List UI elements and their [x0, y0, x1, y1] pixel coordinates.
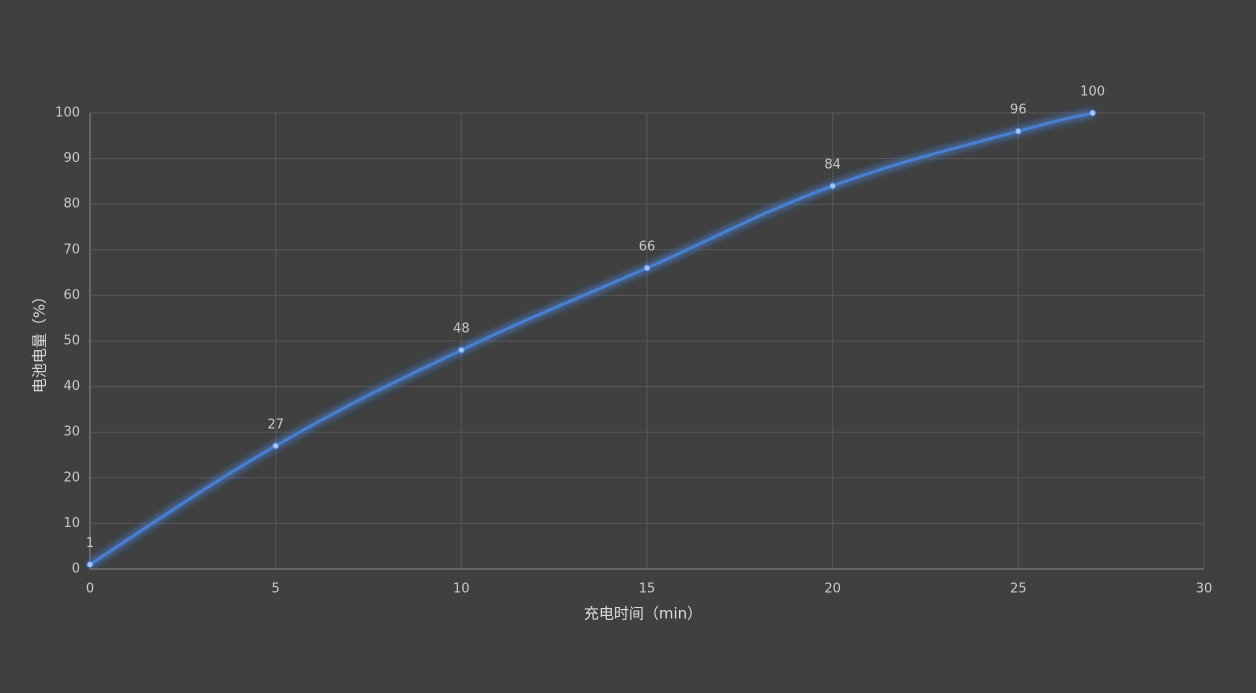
x-tick-label: 5	[272, 582, 280, 597]
y-tick-label: 50	[63, 334, 80, 349]
y-tick-label: 80	[63, 197, 80, 212]
data-label: 27	[267, 417, 284, 432]
point	[272, 442, 280, 450]
data-label: 96	[1010, 103, 1027, 118]
x-tick-label: 10	[453, 582, 470, 597]
y-tick-label: 60	[63, 288, 80, 303]
y-tick-label: 20	[63, 470, 80, 485]
x-tick-label: 30	[1196, 582, 1213, 597]
point	[457, 346, 465, 354]
x-axis-title: 充电时间（min）	[584, 605, 702, 623]
y-tick-label: 40	[63, 379, 80, 394]
y-tick-label: 90	[63, 151, 80, 166]
data-label: 1	[86, 536, 94, 551]
x-tick-label: 0	[86, 582, 94, 597]
data-label: 66	[639, 240, 656, 255]
line	[89, 111, 1093, 566]
data-label: 48	[453, 322, 470, 337]
y-tick-label: 100	[55, 106, 80, 121]
point	[829, 182, 837, 190]
y-tick-label: 70	[63, 242, 80, 257]
y-tick-label: 10	[63, 516, 80, 531]
point	[643, 264, 651, 272]
point	[86, 560, 94, 568]
x-tick-label: 15	[639, 582, 656, 597]
x-tick-label: 25	[1010, 582, 1027, 597]
x-tick-label: 20	[824, 582, 841, 597]
point	[1014, 127, 1022, 135]
data-label: 100	[1080, 85, 1105, 100]
y-axis-title: 电池电量（%）	[31, 289, 49, 393]
point	[1089, 109, 1097, 117]
y-tick-label: 0	[72, 562, 80, 577]
data-label: 84	[824, 157, 841, 172]
y-tick-label: 30	[63, 425, 80, 440]
